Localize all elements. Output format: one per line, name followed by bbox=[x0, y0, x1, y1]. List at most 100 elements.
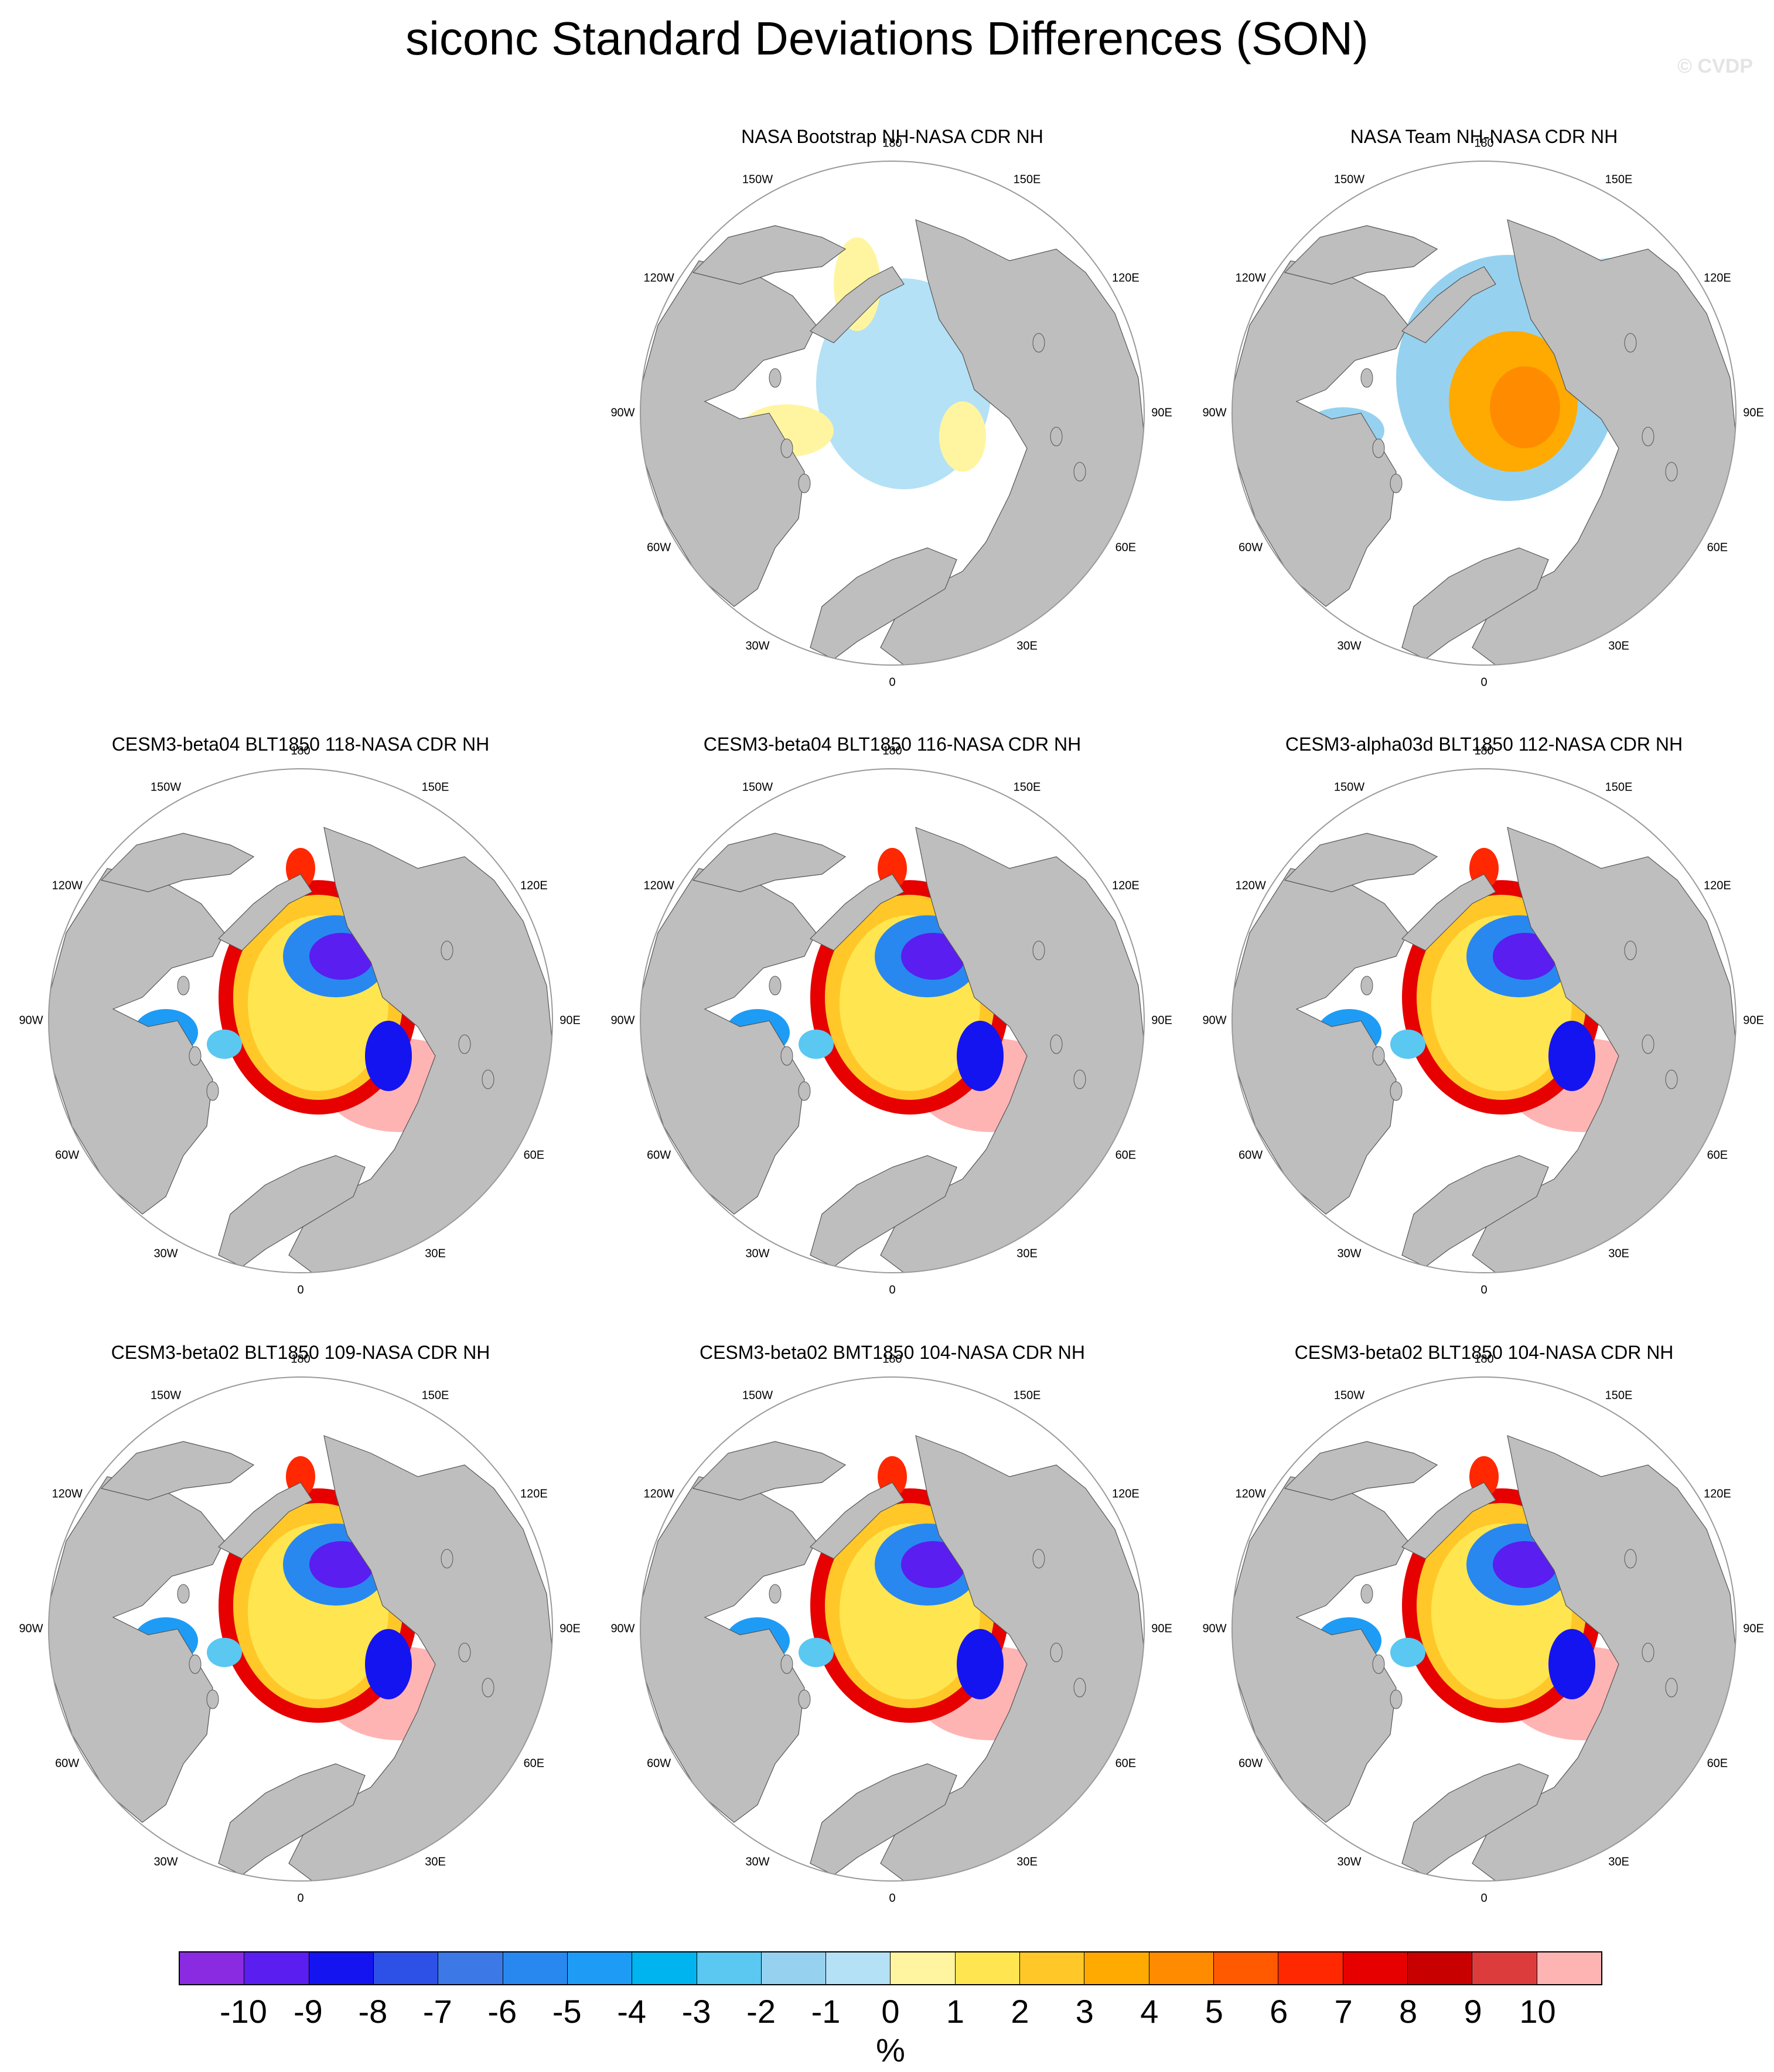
colorbar-swatch bbox=[373, 1952, 439, 1984]
longitude-label: 90W bbox=[610, 406, 635, 420]
longitude-label: 120E bbox=[1704, 879, 1731, 892]
polar-map bbox=[640, 161, 1145, 666]
anomaly-light-blue bbox=[799, 1030, 834, 1059]
landmass bbox=[640, 260, 817, 607]
polar-map bbox=[1231, 1376, 1737, 1882]
longitude-label: 90W bbox=[1202, 1014, 1227, 1027]
longitude-label: 150E bbox=[1605, 1389, 1633, 1402]
longitude-label: 90E bbox=[1151, 1014, 1172, 1027]
island bbox=[177, 1584, 190, 1604]
colorbar-swatch bbox=[244, 1952, 309, 1984]
longitude-label: 150E bbox=[1013, 173, 1041, 186]
longitude-label: 120W bbox=[1235, 879, 1266, 892]
longitude-label: 30E bbox=[1608, 1855, 1629, 1869]
colorbar-tick-label: 4 bbox=[1140, 1993, 1159, 2030]
longitude-label: 120E bbox=[520, 879, 548, 892]
colorbar-tick-label: -6 bbox=[487, 1993, 517, 2030]
colorbar-tick-label: 9 bbox=[1463, 1993, 1482, 2030]
colorbar-swatch bbox=[1214, 1952, 1279, 1984]
colorbar-swatch bbox=[697, 1952, 762, 1984]
landmass bbox=[49, 1476, 225, 1823]
longitude-label: 120E bbox=[1704, 1487, 1731, 1501]
colorbar-tick-label: 8 bbox=[1399, 1993, 1418, 2030]
longitude-label: 150W bbox=[1333, 1389, 1365, 1402]
longitude-label: 90W bbox=[610, 1622, 635, 1635]
longitude-label: 30E bbox=[1016, 1247, 1038, 1260]
island bbox=[1665, 1678, 1678, 1698]
longitude-label: 150W bbox=[742, 173, 773, 186]
map-boundary bbox=[1231, 1376, 1737, 1882]
colorbar-tick-label: 7 bbox=[1334, 1993, 1353, 2030]
colorbar-swatch bbox=[1537, 1952, 1601, 1984]
colorbar-tick-label: 10 bbox=[1519, 1993, 1556, 2030]
landmass bbox=[1401, 874, 1496, 951]
landmass bbox=[1472, 219, 1736, 665]
anomaly-light-blue bbox=[1390, 1030, 1425, 1059]
island bbox=[482, 1678, 494, 1698]
island bbox=[1032, 333, 1045, 353]
longitude-label: 30E bbox=[425, 1855, 446, 1869]
longitude-label: 30W bbox=[745, 639, 770, 653]
landmass bbox=[288, 827, 552, 1273]
colorbar-tick-label: -9 bbox=[294, 1993, 323, 2030]
longitude-label: 60E bbox=[523, 1757, 545, 1770]
anomaly-deep-blue bbox=[1493, 933, 1557, 980]
longitude-label: 150W bbox=[150, 1389, 182, 1402]
landmass bbox=[640, 1476, 817, 1823]
colorbar-tick-label: -5 bbox=[552, 1993, 582, 2030]
landmass bbox=[692, 1441, 847, 1501]
longitude-label: 90E bbox=[1743, 1014, 1764, 1027]
island bbox=[1032, 940, 1045, 960]
island bbox=[1624, 940, 1637, 960]
island bbox=[1624, 333, 1637, 353]
longitude-label: 60E bbox=[1707, 1757, 1728, 1770]
map-boundary bbox=[640, 161, 1145, 666]
landmass bbox=[1401, 266, 1496, 343]
longitude-label: 120E bbox=[1704, 271, 1731, 285]
island bbox=[482, 1069, 494, 1089]
anomaly-light-blue bbox=[1390, 1638, 1425, 1667]
longitude-label: 120W bbox=[1235, 1487, 1266, 1501]
colorbar-tick-label: -2 bbox=[746, 1993, 776, 2030]
colorbar-swatch bbox=[1020, 1952, 1085, 1984]
longitude-label: 120E bbox=[1112, 879, 1140, 892]
longitude-label: 150E bbox=[421, 781, 449, 794]
island bbox=[458, 1642, 471, 1662]
colorbar-tick-label: 1 bbox=[946, 1993, 965, 2030]
longitude-label: 120E bbox=[1112, 271, 1140, 285]
colorbar-tick-label: -8 bbox=[358, 1993, 388, 2030]
longitude-label: 30E bbox=[1608, 639, 1629, 653]
island bbox=[206, 1081, 219, 1101]
island bbox=[780, 1046, 793, 1066]
landmass bbox=[100, 833, 255, 892]
map-boundary bbox=[640, 768, 1145, 1273]
longitude-label: 150W bbox=[150, 781, 182, 794]
landmass bbox=[1232, 868, 1408, 1215]
colorbar-swatch bbox=[761, 1952, 827, 1984]
longitude-label: 0 bbox=[889, 1892, 896, 1905]
anomaly-deep-blue bbox=[309, 933, 374, 980]
longitude-label: 180 bbox=[882, 744, 902, 758]
island bbox=[1360, 368, 1373, 388]
colorbar-swatch bbox=[632, 1952, 697, 1984]
longitude-label: 60E bbox=[1115, 541, 1137, 554]
longitude-label: 90W bbox=[19, 1014, 43, 1027]
island bbox=[1665, 462, 1678, 482]
island bbox=[1032, 1549, 1045, 1569]
longitude-label: 30W bbox=[1337, 1247, 1362, 1260]
longitude-label: 90W bbox=[610, 1014, 635, 1027]
colorbar-swatch bbox=[309, 1952, 374, 1984]
colorbar-tick-label: 3 bbox=[1075, 1993, 1094, 2030]
landmass bbox=[640, 868, 817, 1215]
figure-title: siconc Standard Deviations Differences (… bbox=[405, 12, 1369, 64]
longitude-label: 150W bbox=[1333, 173, 1365, 186]
island bbox=[1665, 1069, 1678, 1089]
island bbox=[1073, 462, 1086, 482]
longitude-label: 60E bbox=[1115, 1757, 1137, 1770]
longitude-label: 120W bbox=[643, 271, 674, 285]
island bbox=[1050, 427, 1063, 447]
longitude-label: 150W bbox=[1333, 781, 1365, 794]
anomaly-dark-blue bbox=[1548, 1629, 1595, 1699]
island bbox=[769, 1584, 782, 1604]
anomaly-dark-blue bbox=[365, 1021, 412, 1091]
